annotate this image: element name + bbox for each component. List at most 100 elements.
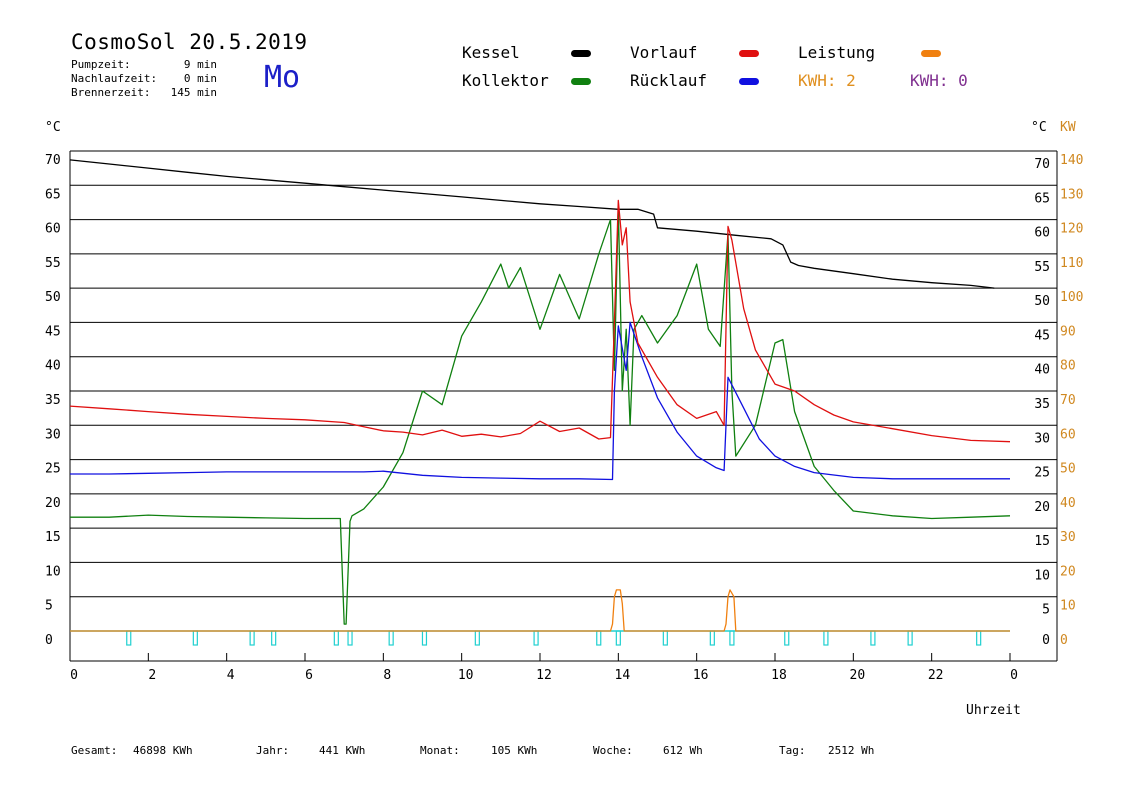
- y-tick-left-45: 45: [45, 324, 61, 339]
- pump-marker-0: [126, 630, 132, 646]
- legend-ruecklauf-swatch: [739, 78, 759, 85]
- y2-tick-40: 40: [1060, 496, 1076, 511]
- y-tick-left-15: 15: [45, 530, 61, 545]
- legend-kollektor-label: Kollektor: [462, 71, 549, 90]
- y-tick-right-10: 10: [1034, 568, 1050, 583]
- info-nachlaufzeit-label: Nachlaufzeit:: [71, 72, 158, 85]
- pump-marker-7: [421, 630, 428, 646]
- y2-unit: KW: [1060, 120, 1076, 135]
- info-brennerzeit-value: 145 min: [170, 86, 217, 99]
- x-tick-3: 6: [305, 668, 313, 683]
- x-tick-9: 18: [771, 668, 787, 683]
- y-tick-left-55: 55: [45, 256, 61, 271]
- x-axis-label: Uhrzeit: [966, 703, 1021, 718]
- x-tick-1: 2: [148, 668, 156, 683]
- pump-marker-17: [870, 630, 876, 646]
- series-line-leistung: [70, 589, 1010, 632]
- y-tick-left-65: 65: [45, 187, 61, 202]
- y2-tick-50: 50: [1060, 462, 1076, 477]
- footer-jahr-label: Jahr:: [256, 744, 290, 757]
- y-tick-right-0: 0: [1042, 633, 1050, 648]
- pump-marker-3: [271, 630, 277, 646]
- y2-tick-20: 20: [1060, 564, 1076, 579]
- series-line-vorlauf: [69, 199, 1011, 443]
- x-tick-2: 4: [227, 668, 235, 683]
- pump-marker-6: [388, 630, 394, 646]
- y-tick-left-20: 20: [45, 496, 61, 511]
- x-tick-0: 0: [70, 668, 78, 683]
- series-line-kessel: [69, 159, 995, 289]
- x-tick-12: 0: [1010, 668, 1018, 683]
- y-tick-left-10: 10: [45, 564, 61, 579]
- y-tick-right-55: 55: [1034, 260, 1050, 275]
- chart-title: CosmoSol 20.5.2019: [71, 30, 308, 54]
- y-tick-left-35: 35: [45, 393, 61, 408]
- x-tick-6: 12: [536, 668, 552, 683]
- y-tick-right-15: 15: [1034, 534, 1050, 549]
- info-brennerzeit-label: Brennerzeit:: [71, 86, 151, 99]
- legend-kollektor-swatch: [571, 78, 591, 85]
- footer-tag-label: Tag:: [779, 744, 806, 757]
- legend-vorlauf-label: Vorlauf: [630, 43, 698, 62]
- pump-marker-19: [976, 630, 982, 646]
- y2-tick-140: 140: [1060, 153, 1083, 168]
- y2-tick-80: 80: [1060, 359, 1076, 374]
- x-tick-11: 22: [928, 668, 944, 683]
- pump-marker-1: [192, 630, 198, 646]
- pump-marker-16: [823, 630, 829, 646]
- kwh-leistung-label: KWH: 2: [798, 71, 856, 90]
- pump-marker-9: [533, 630, 539, 646]
- y2-tick-60: 60: [1060, 427, 1076, 442]
- y-tick-right-50: 50: [1034, 294, 1050, 309]
- y-tick-left-25: 25: [45, 462, 61, 477]
- pump-marker-8: [474, 630, 480, 646]
- y-tick-left-60: 60: [45, 222, 61, 237]
- pump-marker-5: [347, 630, 353, 646]
- x-tick-10: 20: [850, 668, 866, 683]
- y-tick-right-65: 65: [1034, 191, 1050, 206]
- info-nachlaufzeit-value: 0 min: [183, 72, 217, 85]
- pump-marker-13: [709, 630, 715, 646]
- legend-leistung-swatch: [921, 50, 941, 57]
- y2-tick-120: 120: [1060, 222, 1083, 237]
- footer-tag-value: 2512 Wh: [828, 744, 875, 757]
- footer-monat-label: Monat:: [420, 744, 460, 757]
- y-tick-left-0: 0: [45, 633, 53, 648]
- kwh-second-label: KWH: 0: [910, 71, 968, 90]
- pump-marker-12: [662, 630, 668, 646]
- pump-marker-2: [249, 630, 255, 646]
- legend-kessel-swatch: [571, 50, 591, 57]
- x-tick-5: 10: [458, 668, 474, 683]
- info-pumpzeit-label: Pumpzeit:: [71, 58, 131, 71]
- y-tick-right-5: 5: [1042, 603, 1050, 618]
- y2-tick-30: 30: [1060, 530, 1076, 545]
- legend-leistung-label: Leistung: [798, 43, 876, 62]
- footer-woche-label: Woche:: [593, 744, 633, 757]
- pump-marker-11: [615, 630, 621, 646]
- y-tick-right-30: 30: [1034, 431, 1050, 446]
- x-tick-4: 8: [383, 668, 391, 683]
- pump-marker-10: [596, 630, 602, 646]
- y-unit-right: °C: [1031, 120, 1047, 135]
- y-tick-left-50: 50: [45, 290, 61, 305]
- y-tick-right-45: 45: [1034, 328, 1050, 343]
- series-line-ruecklauf: [70, 321, 1010, 481]
- legend-kessel-label: Kessel: [462, 43, 520, 62]
- series-line-kollektor: [70, 205, 1011, 625]
- x-tick-7: 14: [615, 668, 631, 683]
- footer-gesamt-value: 46898 KWh: [133, 744, 193, 757]
- legend-ruecklauf-label: Rücklauf: [630, 71, 708, 90]
- y-tick-left-30: 30: [45, 427, 61, 442]
- y2-tick-100: 100: [1060, 290, 1083, 305]
- legend-vorlauf-swatch: [739, 50, 759, 57]
- y-tick-right-35: 35: [1034, 397, 1050, 412]
- y-tick-right-20: 20: [1034, 500, 1050, 515]
- y-tick-left-70: 70: [45, 153, 61, 168]
- y-unit-left: °C: [45, 120, 61, 135]
- info-pumpzeit-value: 9 min: [183, 58, 217, 71]
- pump-marker-15: [784, 630, 790, 646]
- y2-tick-10: 10: [1060, 599, 1076, 614]
- footer-gesamt-label: Gesamt:: [71, 744, 118, 757]
- y2-tick-90: 90: [1060, 324, 1076, 339]
